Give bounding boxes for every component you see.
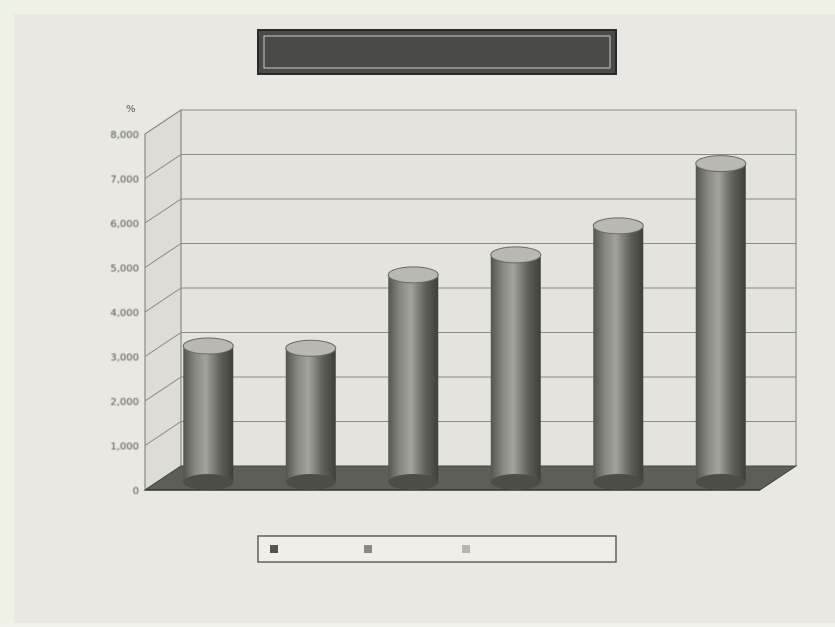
bar-base: [183, 474, 234, 490]
plot-area: 0 1,000 2,000 3,000 4,000 5,000 6,000 7,000 8,00…: [110, 109, 798, 497]
y-tick-label: 8,000: [110, 130, 139, 141]
bar-base: [695, 474, 746, 490]
legend-swatch: [364, 545, 372, 553]
legend: [270, 545, 470, 553]
bar-base: [285, 474, 336, 490]
y-tick-label: 6,000: [110, 219, 139, 230]
y-tick-label: 2,000: [110, 397, 139, 408]
bar-base: [593, 474, 644, 490]
bar: [285, 348, 336, 482]
bar-top: [592, 217, 644, 235]
gridline-side: [144, 243, 182, 268]
bar-top: [387, 266, 439, 284]
legend-swatch: [270, 545, 278, 553]
gridline-side: [144, 332, 182, 357]
gridline-side: [144, 154, 182, 179]
legend-box: [257, 535, 617, 563]
y-unit-label: %: [126, 104, 136, 115]
y-tick-label: 5,000: [110, 264, 139, 275]
bar: [695, 163, 746, 482]
bar-base: [490, 474, 541, 490]
bar-base: [388, 474, 439, 490]
bar-top: [285, 339, 337, 357]
gridline-side: [144, 109, 182, 135]
title-box: [257, 29, 617, 75]
bar: [388, 274, 439, 482]
bar: [490, 254, 541, 482]
bar: [183, 346, 234, 482]
bar-top: [490, 246, 542, 264]
y-tick-label: 1,000: [110, 442, 139, 453]
legend-swatch: [462, 545, 470, 553]
y-tick-label: 0: [133, 486, 139, 497]
bar-top: [695, 155, 747, 173]
gridline-side: [144, 198, 182, 224]
y-tick-label: 4,000: [110, 308, 139, 319]
gridline-side: [144, 376, 182, 402]
y-tick-label: 7,000: [110, 175, 139, 186]
gridline-side: [144, 287, 182, 313]
bar-top: [182, 337, 234, 355]
bar: [593, 225, 644, 482]
gridline-side: [144, 421, 182, 446]
title-box-inner: [263, 35, 611, 69]
y-tick-label: 3,000: [110, 353, 139, 364]
